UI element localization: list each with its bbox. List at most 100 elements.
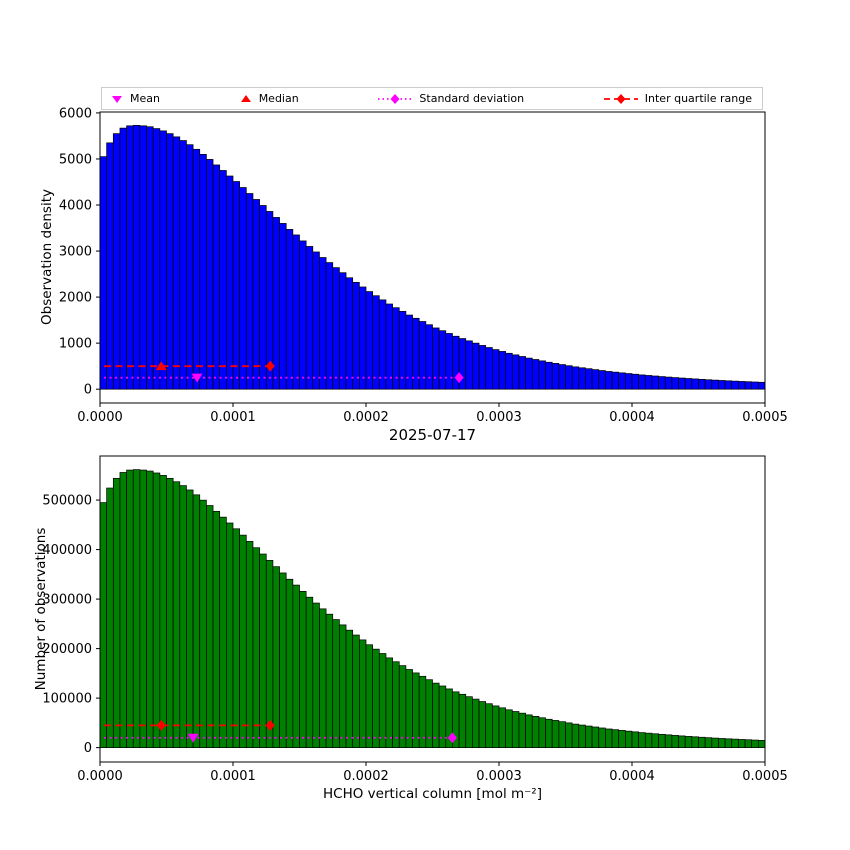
mean-marker	[191, 373, 203, 383]
histogram-bar	[644, 375, 653, 390]
axes-frame	[99, 111, 766, 404]
histogram-bar	[511, 711, 520, 748]
histogram-bar	[259, 553, 267, 748]
histogram-bar	[638, 374, 646, 390]
histogram-bar	[485, 703, 493, 748]
histogram-bar	[132, 469, 141, 748]
y-tick-label: 5000	[59, 152, 92, 167]
histogram-bar	[651, 733, 659, 748]
y-tick-label: 0	[84, 383, 92, 398]
histogram-bar	[312, 602, 320, 748]
histogram-bar	[146, 470, 154, 748]
histogram-bar	[152, 128, 161, 390]
histogram-bar	[545, 361, 553, 390]
histogram-bar	[498, 707, 507, 748]
histogram-bar	[199, 499, 207, 748]
histogram-bar	[571, 723, 580, 748]
histogram-bar	[285, 229, 294, 390]
histogram-bar	[99, 502, 108, 748]
histogram-bar	[219, 516, 227, 748]
histogram-bar	[711, 379, 719, 390]
x-tick-label: 0.0001	[210, 769, 256, 784]
histogram-bar	[591, 726, 600, 748]
histogram-bar	[704, 737, 713, 748]
histogram-bar	[505, 709, 513, 748]
histogram-bar	[319, 257, 327, 390]
legend-item-std: Standard deviation	[377, 92, 524, 105]
y-tick-label: 1000	[59, 337, 92, 352]
histogram-bar	[718, 738, 726, 748]
histogram-bar	[179, 485, 187, 748]
histogram-bar	[186, 144, 194, 390]
histogram-bar	[425, 324, 433, 390]
histogram-bar	[166, 477, 174, 748]
histogram-bar	[518, 712, 526, 748]
histogram-bar	[345, 629, 354, 748]
histogram-bar	[405, 669, 413, 748]
x-tick-label: 0.0001	[210, 410, 256, 425]
histogram-bar	[119, 472, 127, 748]
histogram-bar	[359, 286, 367, 390]
histogram-bar	[378, 299, 387, 390]
histogram-bar	[624, 730, 633, 748]
histogram-bar	[438, 330, 447, 390]
x-tick-label: 0.0004	[609, 769, 655, 784]
histogram-bar	[751, 739, 759, 748]
y-tick-label: 2000	[59, 291, 92, 306]
histogram-bar	[385, 303, 393, 390]
histogram-bar	[272, 217, 280, 390]
histogram-bar	[744, 739, 753, 748]
histogram-bar	[565, 722, 573, 748]
histogram-bar	[192, 494, 201, 748]
histogram-bar	[392, 661, 400, 748]
x-axis-label: HCHO vertical column [mol m⁻²]	[323, 786, 542, 802]
histogram-bar	[638, 732, 646, 748]
histogram-bar	[398, 665, 407, 748]
histogram-bar	[112, 477, 121, 748]
histogram-bar	[199, 154, 207, 390]
histogram-bar	[166, 133, 174, 390]
histogram-bar	[611, 371, 620, 390]
histogram-bar	[658, 376, 666, 390]
histogram-bar	[538, 360, 546, 390]
histogram-bar	[412, 672, 420, 748]
histogram-bar	[305, 596, 314, 748]
y-tick-label: 6000	[59, 106, 92, 121]
histogram-bar	[472, 698, 480, 748]
histogram-bar	[139, 125, 147, 390]
histogram-bar	[378, 653, 387, 748]
histogram-bar	[146, 126, 154, 390]
histogram-bar	[279, 223, 287, 390]
histogram-bar	[179, 140, 187, 390]
histogram-bar	[239, 187, 247, 390]
histogram-bar	[272, 566, 280, 748]
x-tick-label: 0.0005	[742, 410, 788, 425]
y-tick-label: 500000	[42, 494, 92, 509]
histogram-bar	[226, 175, 234, 390]
histogram-bar	[492, 349, 500, 390]
histogram-bar	[511, 354, 520, 390]
histogram-bar	[605, 371, 613, 390]
histogram-bar	[159, 130, 167, 390]
mean-marker	[187, 733, 199, 743]
histogram-bar	[352, 634, 360, 748]
histogram-bar	[684, 378, 693, 390]
y-tick-label: 0	[84, 741, 92, 756]
histogram-bar	[731, 380, 739, 390]
histogram-bar	[119, 127, 127, 390]
histogram-bar	[106, 142, 114, 390]
histogram-bar	[252, 547, 260, 748]
histogram-bar	[492, 705, 500, 748]
histogram-bar	[598, 727, 606, 748]
histogram-bar	[585, 368, 593, 390]
mean-marker-icon	[112, 95, 122, 103]
histogram-bar	[292, 234, 300, 390]
histogram-bar	[691, 736, 699, 748]
histogram-bar	[578, 367, 586, 390]
histogram-bar	[99, 156, 108, 390]
histogram-bar	[339, 624, 347, 748]
histogram-bar	[531, 359, 540, 390]
histogram-bar	[126, 125, 134, 390]
